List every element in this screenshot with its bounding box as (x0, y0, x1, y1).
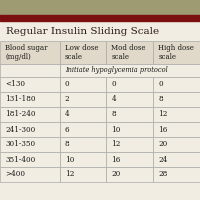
Text: 10: 10 (65, 156, 74, 164)
Bar (153, 92, 200, 107)
Text: Blood sugar
(mg/dl): Blood sugar (mg/dl) (5, 44, 48, 61)
Text: 301-350: 301-350 (5, 140, 35, 148)
Bar (153, 137, 200, 152)
Bar (60, 152, 106, 167)
Text: 8: 8 (65, 140, 69, 148)
Bar (153, 41, 200, 64)
Bar (0, 167, 60, 182)
Text: >400: >400 (5, 170, 25, 179)
Text: 131-180: 131-180 (5, 95, 36, 103)
Text: Low dose
scale: Low dose scale (65, 44, 98, 61)
Text: Initiate hypoglycemia protocol: Initiate hypoglycemia protocol (65, 66, 167, 74)
Text: 24: 24 (158, 156, 167, 164)
Bar (106, 107, 153, 122)
Bar (60, 41, 106, 64)
Text: 2: 2 (65, 95, 69, 103)
Bar (106, 77, 153, 92)
Bar (0, 77, 60, 92)
Text: 351-400: 351-400 (5, 156, 35, 164)
Text: 4: 4 (111, 95, 116, 103)
Bar (153, 107, 200, 122)
Text: High dose
scale: High dose scale (158, 44, 194, 61)
Text: 12: 12 (158, 110, 168, 118)
Text: <130: <130 (5, 80, 25, 88)
Bar (106, 167, 153, 182)
Bar (153, 152, 200, 167)
Bar (106, 41, 153, 64)
Text: 20: 20 (158, 140, 167, 148)
Text: 181-240: 181-240 (5, 110, 36, 118)
Bar (0, 64, 60, 77)
Bar (0, 41, 60, 64)
Text: 8: 8 (158, 95, 163, 103)
Text: Mod dose
scale: Mod dose scale (111, 44, 146, 61)
Bar (60, 122, 106, 137)
Text: Regular Insulin Sliding Scale: Regular Insulin Sliding Scale (6, 27, 159, 36)
Bar (106, 92, 153, 107)
Bar (153, 167, 200, 182)
Bar (60, 64, 200, 77)
Bar (106, 122, 153, 137)
Bar (0, 137, 60, 152)
Bar (60, 77, 106, 92)
Bar (0, 107, 60, 122)
Text: 241-300: 241-300 (5, 126, 35, 134)
Text: 0: 0 (158, 80, 163, 88)
Text: 16: 16 (111, 156, 121, 164)
Text: 0: 0 (111, 80, 116, 88)
Text: 16: 16 (158, 126, 168, 134)
Bar (0, 92, 60, 107)
Bar (60, 167, 106, 182)
Bar (0, 122, 60, 137)
Text: 12: 12 (65, 170, 74, 179)
Bar (0, 15, 200, 21)
Bar (60, 107, 106, 122)
Bar (153, 122, 200, 137)
Text: 12: 12 (111, 140, 121, 148)
Text: 20: 20 (111, 170, 121, 179)
Text: 0: 0 (65, 80, 69, 88)
Text: 8: 8 (111, 110, 116, 118)
Text: 28: 28 (158, 170, 167, 179)
Text: 10: 10 (111, 126, 121, 134)
Text: 4: 4 (65, 110, 69, 118)
Bar (60, 137, 106, 152)
Bar (153, 77, 200, 92)
Bar (0, 152, 60, 167)
Bar (60, 92, 106, 107)
Text: 6: 6 (65, 126, 69, 134)
Bar (106, 137, 153, 152)
Bar (0, 0, 200, 15)
Bar (106, 152, 153, 167)
